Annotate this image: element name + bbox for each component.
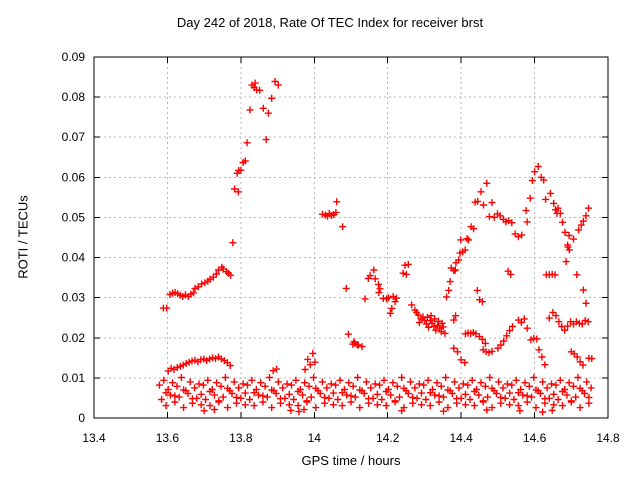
y-tick-label: 0.03	[62, 291, 86, 305]
x-tick-label: 14.4	[449, 431, 473, 445]
x-tick-label: 14.6	[523, 431, 547, 445]
x-axis-label: GPS time / hours	[301, 453, 401, 468]
x-tick-label: 13.8	[229, 431, 253, 445]
y-tick-label: 0.05	[62, 210, 86, 224]
x-tick-label: 13.6	[156, 431, 180, 445]
y-tick-label: 0.01	[62, 371, 86, 385]
y-tick-label: 0.04	[62, 251, 86, 265]
y-tick-label: 0	[78, 411, 85, 425]
x-tick-label: 14	[308, 431, 322, 445]
plot-border	[93, 56, 609, 419]
y-tick-label: 0.08	[62, 90, 86, 104]
data-points	[155, 78, 596, 416]
y-tick-label: 0.02	[62, 331, 86, 345]
y-tick-label: 0.07	[62, 130, 86, 144]
tick-marks	[93, 56, 609, 419]
chart-title: Day 242 of 2018, Rate Of TEC Index for r…	[176, 15, 484, 30]
x-tick-label: 14.2	[376, 431, 400, 445]
x-tick-label: 13.4	[82, 431, 106, 445]
y-tick-label: 0.09	[62, 50, 86, 64]
y-tick-label: 0.06	[62, 170, 86, 184]
x-tick-label: 14.8	[596, 431, 620, 445]
